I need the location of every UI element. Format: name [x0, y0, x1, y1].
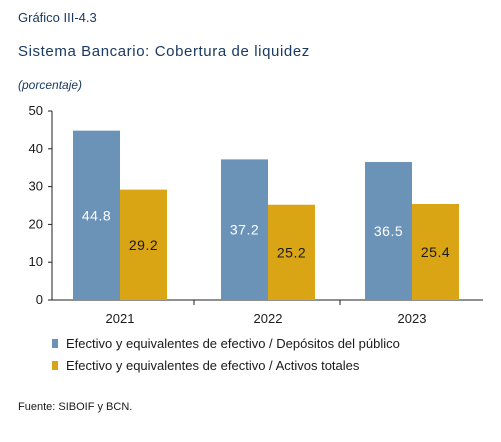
bar-1-2021 — [120, 189, 167, 300]
bar-0-2021 — [73, 130, 120, 300]
chart-subtitle: (porcentaje) — [18, 78, 83, 92]
x-tick-label: 2021 — [106, 311, 135, 326]
bar-1-2022 — [268, 204, 315, 300]
legend-label-deposits: Efectivo y equivalentes de efectivo / De… — [66, 336, 400, 351]
x-tick-label: 2023 — [398, 311, 427, 326]
legend-item-assets: Efectivo y equivalentes de efectivo / Ac… — [52, 358, 359, 373]
chart-title: Sistema Bancario: Cobertura de liquidez — [18, 43, 310, 60]
y-tick-label: 0 — [36, 292, 43, 307]
bar-value-label: 25.4 — [421, 244, 450, 260]
y-tick-label: 30 — [29, 179, 43, 194]
bar-value-label: 36.5 — [374, 223, 403, 239]
bar-0-2022 — [221, 159, 268, 300]
y-tick-label: 20 — [29, 216, 43, 231]
y-tick-label: 40 — [29, 141, 43, 156]
legend-item-deposits: Efectivo y equivalentes de efectivo / De… — [52, 336, 400, 351]
y-tick-label: 10 — [29, 254, 43, 269]
bar-0-2023 — [365, 162, 412, 300]
bar-value-label: 29.2 — [129, 237, 158, 253]
bar-value-label: 44.8 — [82, 207, 111, 223]
bar-value-label: 37.2 — [230, 222, 259, 238]
source-note: Fuente: SIBOIF y BCN. — [18, 401, 133, 413]
figure-number: Gráfico III-4.3 — [18, 10, 97, 25]
bar-1-2023 — [412, 203, 459, 300]
bar-value-label: 25.2 — [277, 244, 306, 260]
x-tick-label: 2022 — [254, 311, 283, 326]
legend-label-assets: Efectivo y equivalentes de efectivo / Ac… — [66, 358, 360, 373]
legend-swatch-deposits — [52, 339, 58, 348]
y-tick-label: 50 — [29, 103, 43, 118]
legend-swatch-assets — [52, 361, 58, 370]
